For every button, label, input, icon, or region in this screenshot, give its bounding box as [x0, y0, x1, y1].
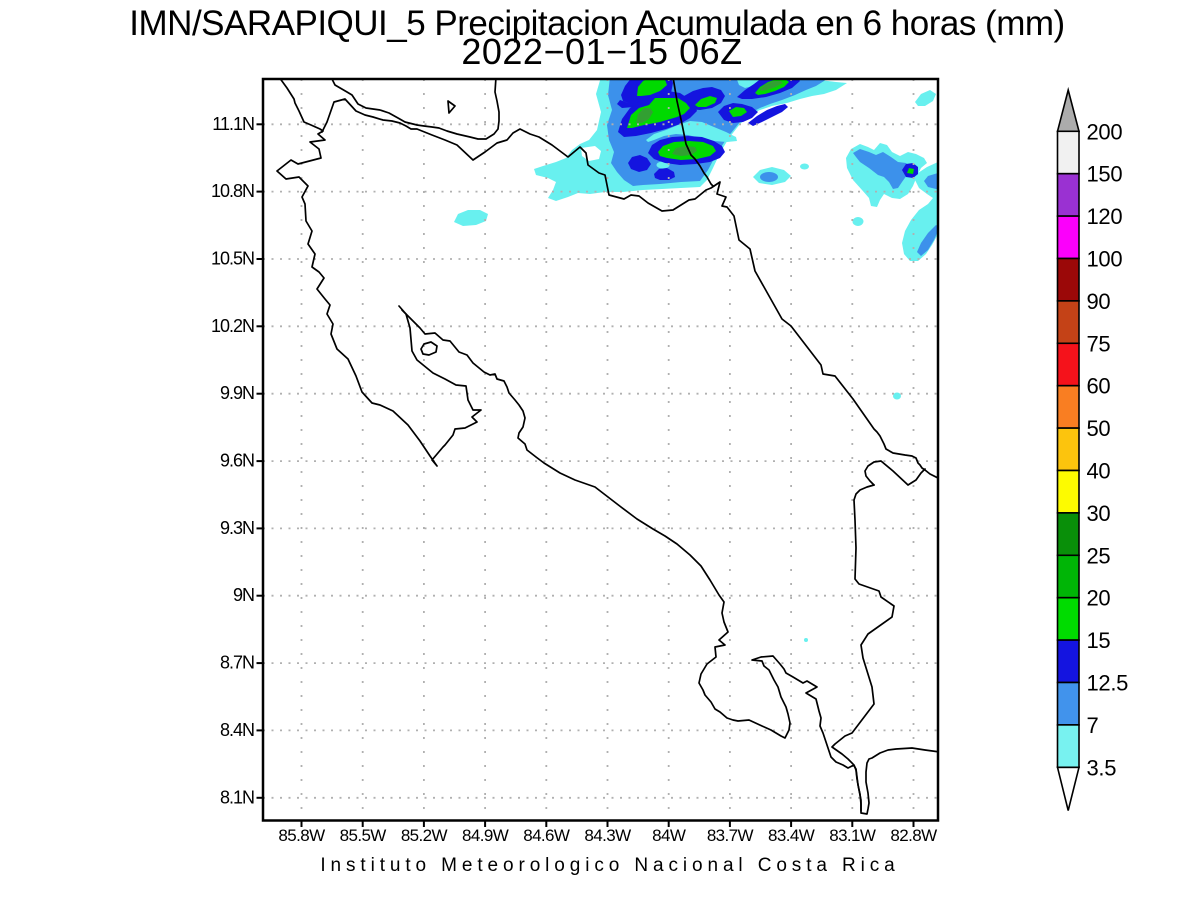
svg-text:8.4N: 8.4N [220, 720, 254, 740]
svg-text:83.1W: 83.1W [829, 826, 876, 845]
svg-text:200: 200 [1087, 119, 1123, 144]
svg-text:Instituto Meteorologico Nacion: Instituto Meteorologico Nacional Costa R… [320, 855, 899, 876]
svg-text:75: 75 [1087, 331, 1111, 356]
svg-text:11.1N: 11.1N [212, 114, 254, 134]
svg-text:25: 25 [1087, 543, 1111, 568]
svg-text:20: 20 [1087, 586, 1111, 611]
svg-text:85.5W: 85.5W [340, 826, 387, 845]
svg-text:IMN/SARAPIQUI_5 Precipitacion: IMN/SARAPIQUI_5 Precipitacion Acumulada … [129, 4, 1064, 43]
svg-text:82.8W: 82.8W [890, 826, 937, 845]
svg-text:60: 60 [1087, 374, 1111, 399]
svg-text:3.5: 3.5 [1087, 755, 1117, 780]
svg-text:2022−01−15 06Z: 2022−01−15 06Z [461, 31, 742, 72]
svg-text:83.4W: 83.4W [768, 826, 815, 845]
svg-text:8.7N: 8.7N [220, 653, 254, 673]
svg-text:9.6N: 9.6N [220, 451, 254, 471]
svg-text:12.5: 12.5 [1087, 671, 1129, 696]
svg-text:85.8W: 85.8W [278, 826, 325, 845]
svg-text:8.1N: 8.1N [220, 787, 254, 807]
svg-text:90: 90 [1087, 289, 1111, 314]
svg-text:15: 15 [1087, 628, 1111, 653]
svg-text:40: 40 [1087, 459, 1111, 484]
svg-text:9.9N: 9.9N [220, 383, 254, 403]
svg-text:7: 7 [1087, 713, 1099, 738]
svg-text:10.2N: 10.2N [211, 316, 254, 336]
svg-text:100: 100 [1087, 247, 1123, 272]
svg-text:10.8N: 10.8N [211, 181, 254, 201]
svg-text:30: 30 [1087, 501, 1111, 526]
svg-text:50: 50 [1087, 416, 1111, 441]
svg-text:85.2W: 85.2W [401, 826, 448, 845]
svg-text:150: 150 [1087, 162, 1123, 187]
svg-text:84W: 84W [652, 826, 686, 845]
svg-text:84.9W: 84.9W [462, 826, 509, 845]
svg-text:10.5N: 10.5N [211, 249, 254, 269]
svg-text:84.6W: 84.6W [523, 826, 570, 845]
svg-text:120: 120 [1087, 204, 1123, 229]
svg-text:84.3W: 84.3W [584, 826, 631, 845]
svg-text:9.3N: 9.3N [220, 518, 254, 538]
svg-text:9N: 9N [233, 585, 254, 605]
svg-text:83.7W: 83.7W [707, 826, 754, 845]
